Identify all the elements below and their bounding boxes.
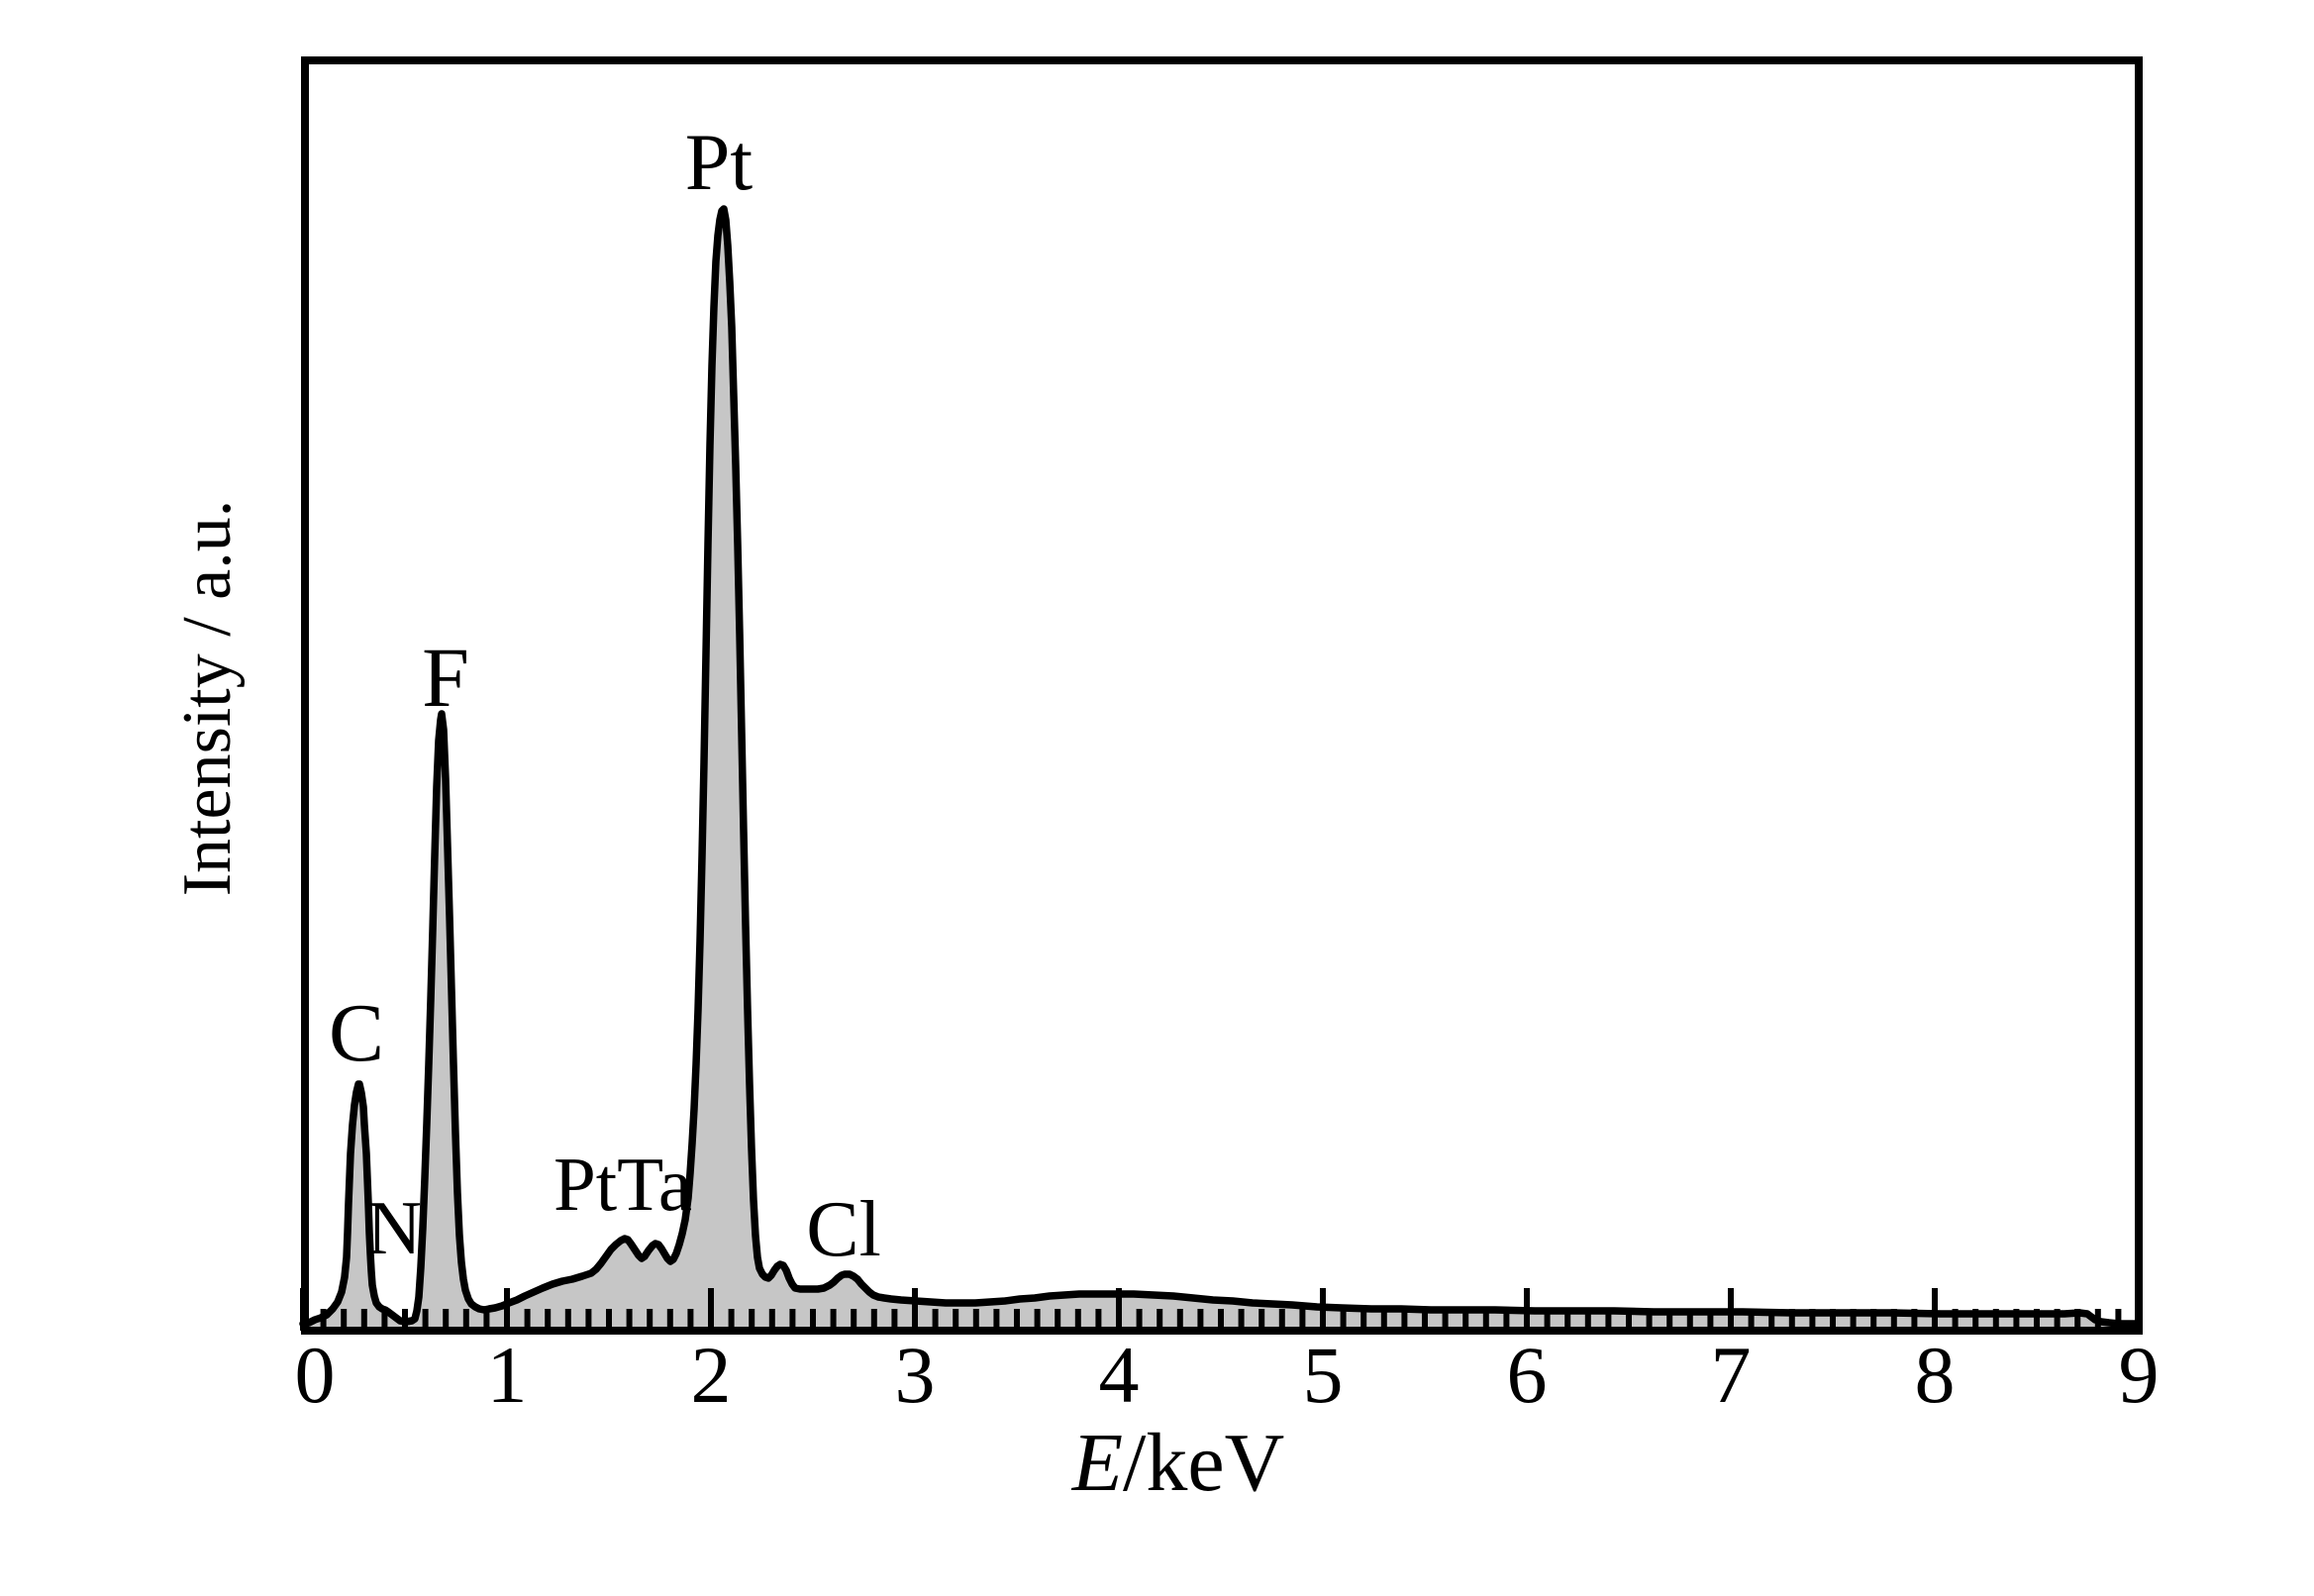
svg-text:3: 3	[895, 1330, 936, 1420]
svg-text:9: 9	[2119, 1330, 2160, 1420]
svg-text:5: 5	[1303, 1330, 1344, 1420]
svg-text:N: N	[366, 1185, 422, 1270]
svg-text:4: 4	[1099, 1330, 1140, 1420]
svg-text:7: 7	[1711, 1330, 1752, 1420]
svg-text:Cl: Cl	[806, 1186, 881, 1273]
svg-text:Pt: Pt	[685, 117, 754, 207]
svg-text:Intensity / a.u.: Intensity / a.u.	[169, 500, 246, 896]
svg-text:C: C	[329, 987, 384, 1079]
svg-text:6: 6	[1507, 1330, 1548, 1420]
svg-text:2: 2	[691, 1330, 732, 1420]
svg-text:0: 0	[295, 1330, 336, 1420]
svg-text:PtTa: PtTa	[553, 1142, 692, 1227]
svg-text:1: 1	[487, 1330, 528, 1420]
svg-text:E/keV: E/keV	[1071, 1417, 1285, 1509]
svg-text:8: 8	[1915, 1330, 1956, 1420]
svg-text:F: F	[422, 630, 469, 725]
